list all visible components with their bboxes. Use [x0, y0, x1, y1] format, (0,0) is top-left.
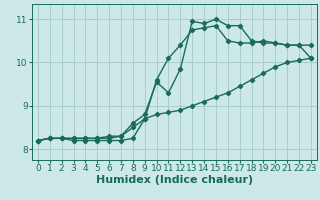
X-axis label: Humidex (Indice chaleur): Humidex (Indice chaleur) — [96, 175, 253, 185]
